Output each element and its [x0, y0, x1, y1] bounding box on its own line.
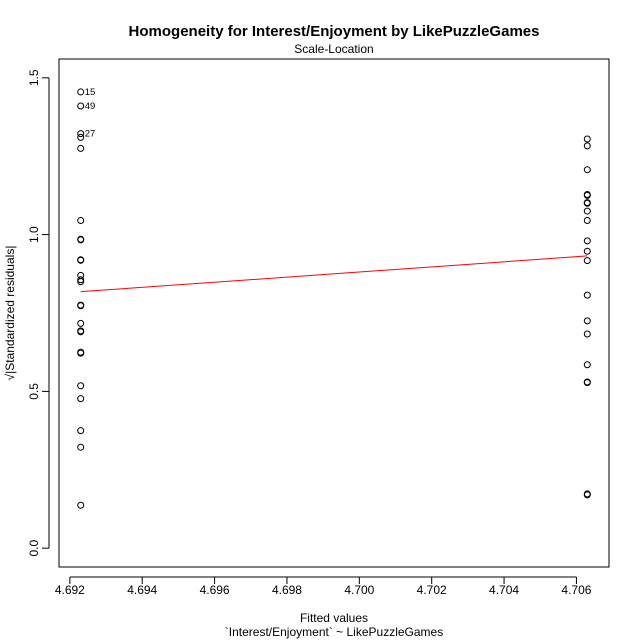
x-tick-label: 4.702 — [417, 583, 447, 597]
point-id-label: 49 — [85, 101, 96, 112]
data-point — [77, 319, 85, 327]
chart-title: Homogeneity for Interest/Enjoyment by Li… — [129, 23, 540, 40]
x-tick-label: 4.696 — [200, 583, 230, 597]
data-point — [583, 361, 591, 369]
x-tick-label: 4.700 — [344, 583, 374, 597]
x-axis: 4.692 4.694 4.696 4.698 4.700 4.702 4.704 4.706 — [55, 576, 592, 597]
y-axis: 0.0 0.5 1.0 1.5 — [27, 69, 50, 557]
data-point — [583, 237, 591, 245]
x-tick-label: 4.704 — [489, 583, 519, 597]
data-point — [77, 501, 85, 509]
x-tick-label: 4.694 — [127, 583, 157, 597]
data-point — [77, 102, 85, 110]
data-point — [583, 191, 591, 199]
point-labels-layer: 15 49 27 — [85, 87, 96, 140]
data-point — [77, 427, 85, 435]
smooth-line — [80, 255, 588, 293]
plot-frame — [58, 58, 610, 568]
data-point — [77, 278, 85, 286]
y-tick-label: 1.5 — [27, 69, 41, 86]
data-point — [77, 256, 85, 264]
data-point — [583, 207, 591, 215]
data-point — [77, 130, 85, 138]
data-point — [77, 328, 85, 336]
point-id-label: 15 — [85, 87, 96, 98]
data-point — [583, 491, 591, 499]
data-point — [583, 379, 591, 387]
data-point — [583, 317, 591, 325]
data-point — [77, 302, 85, 310]
data-point — [583, 257, 591, 265]
data-point — [77, 276, 85, 284]
data-point — [583, 135, 591, 143]
data-point — [583, 166, 591, 174]
data-point — [77, 395, 85, 403]
data-point — [77, 144, 85, 152]
y-tick-label: 1.0 — [27, 226, 41, 243]
x-tick-label: 4.698 — [272, 583, 302, 597]
data-point — [583, 330, 591, 338]
chart-subtitle: Scale-Location — [294, 42, 373, 56]
data-point — [77, 133, 85, 141]
y-tick-label: 0.0 — [27, 540, 41, 557]
x-tick-label: 4.706 — [561, 583, 591, 597]
data-point — [77, 382, 85, 390]
x-axis-title: Fitted values — [300, 611, 368, 625]
data-point — [583, 216, 591, 224]
data-point — [77, 443, 85, 451]
data-point — [77, 88, 85, 96]
data-point — [583, 247, 591, 255]
data-point — [583, 142, 591, 150]
data-point — [77, 236, 85, 244]
y-tick-label: 0.5 — [27, 383, 41, 400]
data-points-layer — [77, 88, 591, 509]
point-id-label: 27 — [85, 129, 96, 140]
smooth-line-layer — [80, 255, 588, 293]
data-point — [583, 199, 591, 207]
data-point — [583, 291, 591, 299]
y-axis-title: √|Standardized residuals| — [3, 246, 17, 381]
x-tick-label: 4.692 — [55, 583, 85, 597]
data-point — [77, 216, 85, 224]
data-point — [77, 349, 85, 357]
x-axis-formula: `Interest/Enjoyment` ~ LikePuzzleGames — [225, 625, 443, 639]
